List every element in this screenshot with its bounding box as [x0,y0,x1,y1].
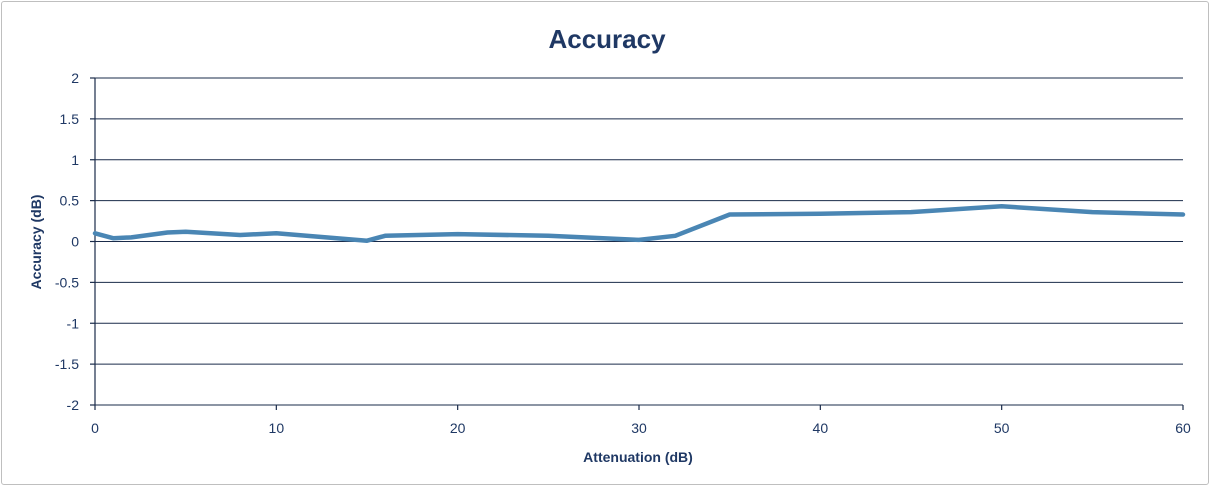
x-tick-label: 60 [1175,420,1191,436]
y-tick-label: -1.5 [55,356,79,372]
x-tick-label: 0 [91,420,99,436]
y-tick-label: -1 [67,315,80,331]
y-tick-label: -2 [67,397,80,413]
y-tick-label: 0.5 [60,193,80,209]
x-tick-label: 30 [631,420,647,436]
axes [90,77,1184,410]
y-tick-label: -0.5 [55,274,79,290]
x-tick-label: 20 [450,420,466,436]
series-line-0 [92,204,1186,243]
x-tick-label: 10 [269,420,285,436]
y-tick-label: 1 [71,152,79,168]
x-tick-labels: 0 10 20 30 40 50 60 [91,420,1191,436]
x-tick-label: 50 [994,420,1010,436]
x-tick-label: 40 [813,420,829,436]
series-layer [92,204,1186,243]
y-tick-label: 1.5 [60,111,80,127]
x-axis-label: Attenuation (dB) [583,449,693,465]
y-tick-label: 0 [71,234,79,250]
y-axis-label: Accuracy (dB) [28,195,44,290]
chart-title: Accuracy [548,24,666,54]
y-tick-labels: 2 1.5 1 0.5 0 -0.5 -1 -1.5 -2 [55,70,79,413]
y-tick-label: 2 [71,70,79,86]
